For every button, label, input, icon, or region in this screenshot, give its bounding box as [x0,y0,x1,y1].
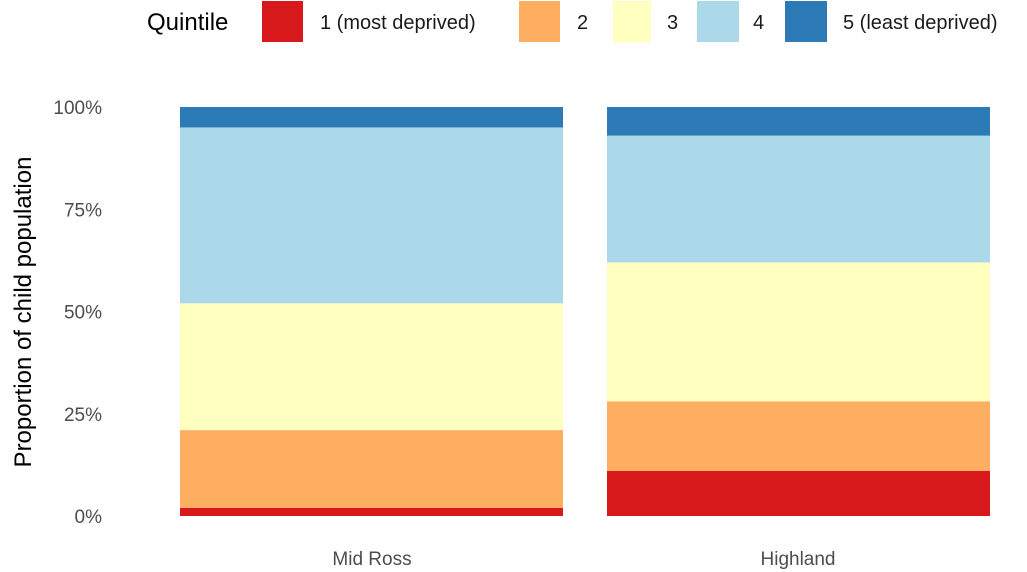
bar-segment [607,262,990,402]
legend-swatch [262,1,303,42]
bar-segment [180,107,563,128]
legend-swatch [697,1,739,42]
x-tick-label: Mid Ross [332,549,411,570]
legend: Quintile 1 (most deprived) 2 3 4 5 (least de… [147,1,998,42]
legend-swatch [785,1,827,42]
x-tick-label: Highland [761,549,836,570]
bar-segment [180,303,563,431]
y-tick-label: 0% [75,507,103,528]
y-tick-label: 100% [53,98,102,119]
y-axis-title: Proportion of child population [10,157,37,468]
bar-segment [607,135,990,263]
y-tick-label: 25% [64,405,102,426]
legend-swatch [613,1,651,42]
legend-label: 1 (most deprived) [320,12,476,34]
bar-segment [607,107,990,136]
legend-label: 4 [753,12,764,34]
legend-label: 5 (least deprived) [843,12,998,34]
x-axis: Mid Ross Highland [332,549,835,570]
bar-segment [180,507,563,516]
legend-swatch [519,1,560,42]
bar-segment [180,127,563,304]
bar-segment [607,401,990,472]
legend-title: Quintile [147,9,228,36]
y-axis: 0% 25% 50% 75% 100% [53,98,102,528]
y-tick-label: 50% [64,303,102,324]
bar-segment [180,430,563,508]
bar-segment [607,471,990,516]
y-tick-label: 75% [64,200,102,221]
legend-label: 3 [667,12,678,34]
legend-label: 2 [577,12,588,34]
plot-area [180,107,990,516]
